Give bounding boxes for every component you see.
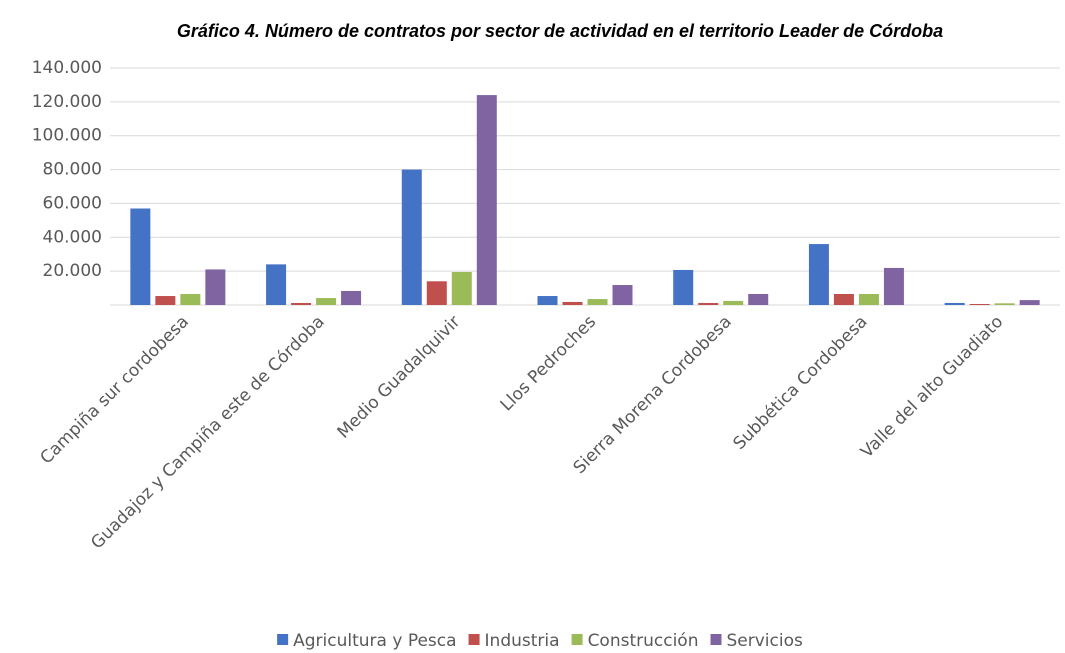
x-tick-label: Valle del alto Guadiato — [857, 312, 1007, 462]
legend-swatch — [277, 634, 289, 645]
bar — [205, 269, 226, 305]
bar — [944, 302, 965, 305]
bar — [291, 302, 312, 305]
bar — [451, 271, 472, 305]
x-tick-label: Guadajoz y Campiña este de Córdoba — [87, 312, 328, 553]
bar — [748, 293, 769, 305]
bar — [316, 298, 337, 305]
bar — [180, 293, 201, 305]
y-tick-label: 80.000 — [43, 160, 102, 180]
y-tick-label: 120.000 — [32, 92, 102, 112]
bar — [858, 293, 879, 305]
y-tick-label: 100.000 — [32, 126, 102, 146]
bar — [698, 302, 719, 305]
bar — [476, 95, 497, 305]
bar — [426, 281, 447, 305]
bar — [401, 169, 422, 305]
x-tick-label: Campiña sur cordobesa — [37, 312, 193, 468]
bar — [808, 244, 829, 305]
bar — [1019, 300, 1040, 305]
bar — [969, 303, 990, 305]
bar — [155, 296, 176, 305]
bar — [130, 208, 151, 305]
x-tick-label: Sierra Morena Cordobesa — [570, 312, 736, 478]
bar — [723, 300, 744, 305]
legend-label: Industria — [485, 631, 560, 651]
x-tick-label: Subbética Cordobesa — [729, 312, 871, 454]
legend-label: Construcción — [588, 631, 699, 651]
y-tick-label: 40.000 — [43, 227, 102, 247]
legend-swatch — [571, 634, 583, 645]
bar — [266, 264, 287, 305]
y-tick-label: 60.000 — [43, 193, 102, 213]
chart-title: Gráfico 4. Número de contratos por secto… — [177, 21, 943, 41]
bar — [883, 267, 904, 305]
bar — [587, 299, 608, 305]
bar — [833, 293, 854, 305]
bar — [341, 290, 362, 305]
x-tick-label: Llos Pedroches — [497, 312, 600, 415]
legend-label: Agricultura y Pesca — [293, 631, 456, 651]
y-tick-label: 140.000 — [32, 58, 102, 78]
bar — [537, 296, 558, 305]
bar — [673, 269, 694, 305]
bar — [562, 301, 583, 305]
legend-label: Servicios — [727, 631, 803, 651]
bar — [994, 303, 1015, 305]
bar — [612, 285, 633, 305]
legend-swatch — [710, 634, 722, 645]
x-tick-label: Medio Guadalquivir — [334, 312, 465, 443]
legend-swatch — [468, 634, 480, 645]
y-tick-label: 20.000 — [43, 261, 102, 281]
